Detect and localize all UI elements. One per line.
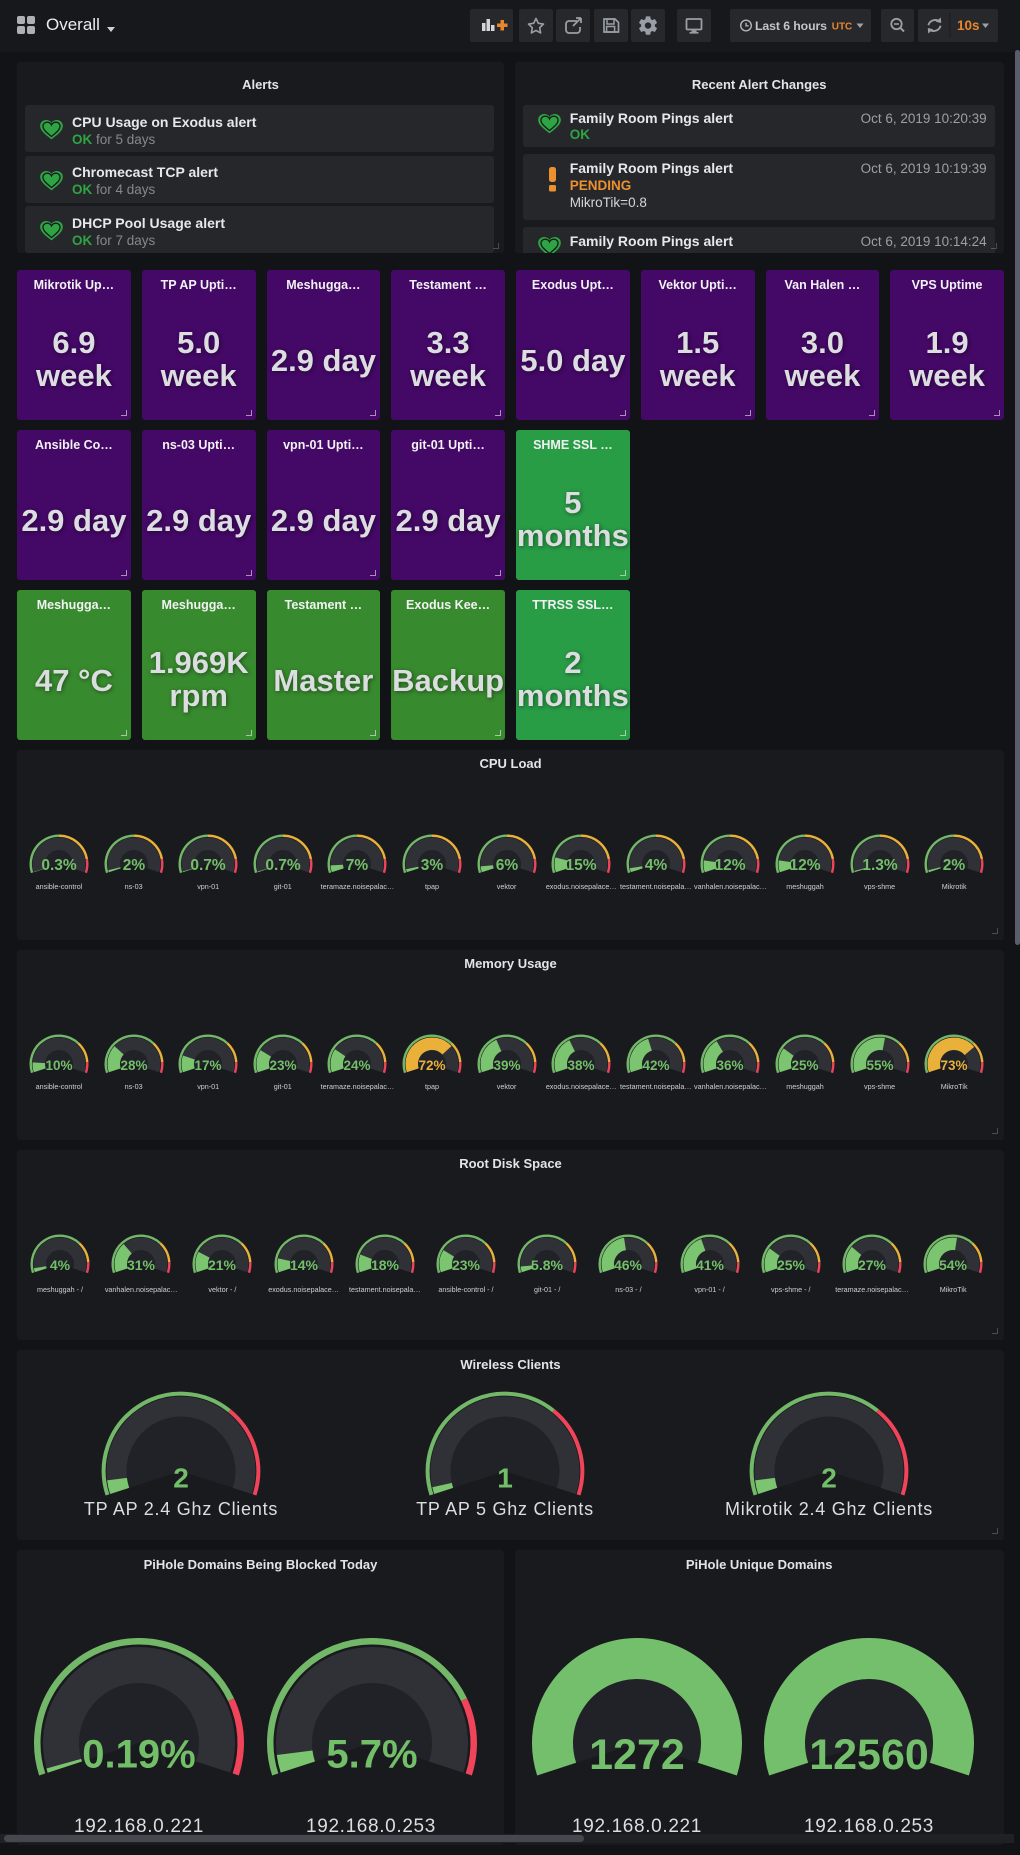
svg-text:46%: 46% (614, 1257, 643, 1273)
svg-text:2%: 2% (122, 857, 145, 874)
svg-text:15%: 15% (566, 857, 597, 874)
svg-text:12%: 12% (715, 857, 746, 874)
svg-text:23%: 23% (269, 1058, 296, 1073)
svg-text:38%: 38% (568, 1058, 595, 1073)
svg-text:7%: 7% (346, 857, 369, 874)
svg-text:54%: 54% (939, 1257, 968, 1273)
svg-text:4%: 4% (50, 1257, 71, 1273)
svg-text:6%: 6% (495, 857, 518, 874)
svg-text:1: 1 (497, 1463, 513, 1494)
svg-text:12%: 12% (789, 857, 820, 874)
svg-text:12560: 12560 (809, 1731, 929, 1779)
svg-text:39%: 39% (493, 1058, 520, 1073)
svg-text:36%: 36% (717, 1058, 744, 1073)
svg-text:72%: 72% (418, 1058, 445, 1073)
svg-text:28%: 28% (120, 1058, 147, 1073)
svg-text:0.3%: 0.3% (41, 857, 77, 874)
svg-text:2: 2 (821, 1463, 837, 1494)
svg-text:1272: 1272 (589, 1731, 685, 1779)
svg-text:18%: 18% (371, 1257, 400, 1273)
svg-text:23%: 23% (452, 1257, 481, 1273)
svg-text:73%: 73% (941, 1058, 968, 1073)
svg-text:21%: 21% (208, 1257, 237, 1273)
svg-text:25%: 25% (777, 1257, 806, 1273)
svg-text:42%: 42% (642, 1058, 669, 1073)
svg-text:25%: 25% (791, 1058, 818, 1073)
svg-text:0.7%: 0.7% (191, 857, 227, 874)
svg-text:3%: 3% (421, 857, 444, 874)
svg-text:0.7%: 0.7% (265, 857, 301, 874)
svg-text:2%: 2% (943, 857, 966, 874)
svg-text:2: 2 (173, 1463, 189, 1494)
svg-text:4%: 4% (645, 857, 668, 874)
svg-text:Last 6 hours: Last 6 hours (755, 19, 827, 33)
svg-text:10%: 10% (45, 1058, 72, 1073)
svg-text:27%: 27% (858, 1257, 887, 1273)
svg-text:14%: 14% (290, 1257, 319, 1273)
svg-text:41%: 41% (696, 1257, 725, 1273)
svg-text:24%: 24% (344, 1058, 371, 1073)
svg-text:10s: 10s (957, 18, 980, 33)
svg-text:5.7%: 5.7% (326, 1733, 417, 1777)
svg-text:17%: 17% (195, 1058, 222, 1073)
svg-text:UTC: UTC (832, 22, 853, 33)
svg-text:5.8%: 5.8% (531, 1257, 563, 1273)
svg-text:0.19%: 0.19% (82, 1733, 195, 1777)
svg-text:31%: 31% (127, 1257, 156, 1273)
svg-text:1.3%: 1.3% (862, 857, 898, 874)
svg-text:55%: 55% (866, 1058, 893, 1073)
